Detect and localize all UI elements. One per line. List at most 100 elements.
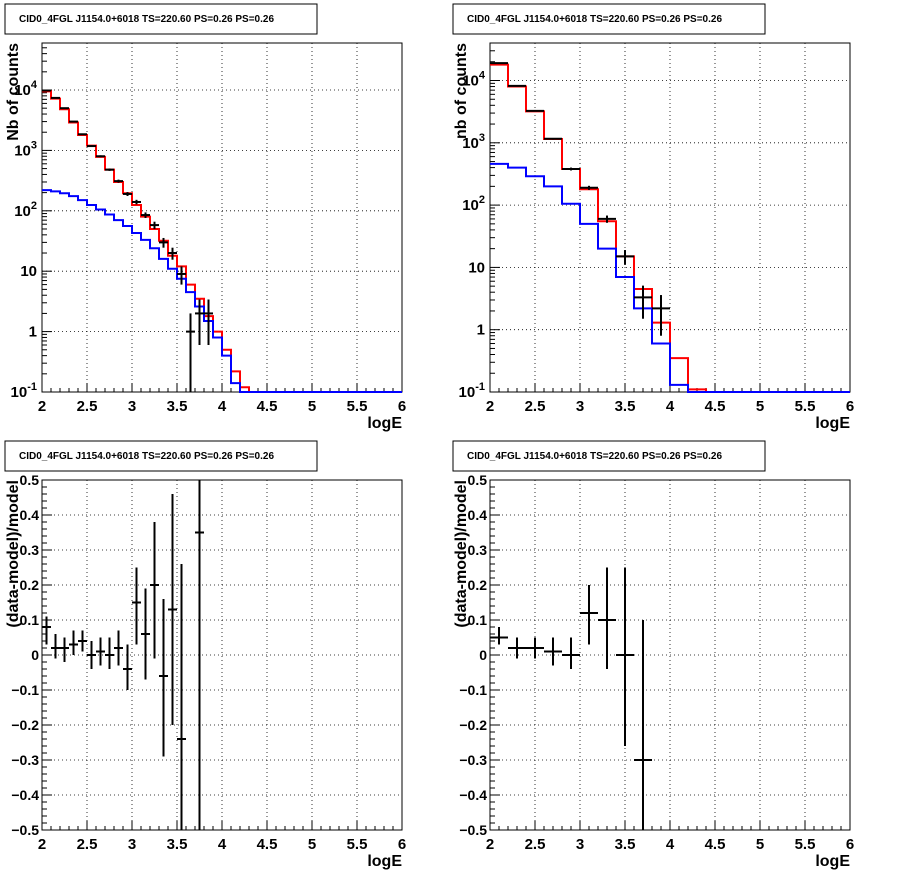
data-point: [616, 567, 634, 746]
y-tick-label: 103: [462, 132, 485, 152]
data-point: [51, 634, 60, 659]
chart-title: CID0_4FGL J1154.0+6018 TS=220.60 PS=0.26…: [467, 451, 722, 462]
y-tick-label: 0.1: [468, 612, 488, 628]
x-tick-label: 3: [576, 398, 584, 415]
x-tick-label: 3: [128, 836, 136, 853]
data-point: [87, 145, 96, 148]
x-tick-label: 2: [486, 398, 494, 415]
x-tick-label: 2.5: [77, 398, 98, 415]
data-point: [114, 630, 123, 666]
panel-1: CID0_4FGL J1154.0+6018 TS=220.60 PS=0.26…: [4, 3, 406, 432]
y-tick-label: 10-1: [459, 381, 485, 401]
data-point: [42, 616, 51, 645]
data-point: [96, 155, 105, 158]
y-tick-label: 10: [20, 263, 37, 280]
y-tick-label: −0.1: [459, 682, 487, 698]
data-point: [195, 480, 204, 830]
x-tick-label: 4: [218, 836, 227, 853]
x-tick-label: 5: [756, 836, 764, 853]
y-tick-label: 104: [14, 79, 38, 99]
x-tick-label: 4: [218, 398, 227, 415]
data-point: [150, 221, 159, 229]
chart-title-box: [452, 3, 766, 35]
data-point: [580, 585, 598, 645]
y-tick-label: −0.2: [11, 717, 39, 733]
y-tick-label: 102: [462, 194, 485, 214]
y-tick-label: 0.3: [468, 542, 488, 558]
x-tick-label: 2: [38, 836, 46, 853]
data-point: [60, 107, 69, 110]
y-tick-label: 0.3: [20, 542, 40, 558]
series-line-blue: [42, 189, 402, 393]
data-point: [562, 637, 580, 669]
x-tick-label: 4.5: [705, 398, 726, 415]
data-point: [598, 215, 616, 223]
y-tick-label: 0.1: [20, 612, 40, 628]
panel-4: CID0_4FGL J1154.0+6018 TS=220.60 PS=0.26…: [452, 440, 854, 870]
x-tick-label: 3.5: [167, 398, 188, 415]
data-point: [652, 295, 670, 336]
y-tick-label: 103: [14, 139, 37, 159]
data-point: [78, 630, 87, 652]
x-tick-label: 4.5: [705, 836, 726, 853]
x-tick-label: 2.5: [77, 836, 98, 853]
data-point: [490, 627, 508, 645]
data-point: [69, 630, 78, 655]
y-tick-label: 0.5: [20, 472, 40, 488]
data-point: [168, 494, 177, 725]
data-point: [51, 96, 60, 99]
y-tick-label: −0.4: [459, 787, 487, 803]
chart-title: CID0_4FGL J1154.0+6018 TS=220.60 PS=0.26…: [467, 14, 722, 25]
y-tick-label: 10: [468, 259, 485, 276]
data-point: [105, 637, 114, 669]
data-point: [132, 199, 141, 205]
x-tick-label: 5: [756, 398, 764, 415]
panel-3: CID0_4FGL J1154.0+6018 TS=220.60 PS=0.26…: [4, 440, 406, 870]
data-point: [141, 588, 150, 680]
data-point: [580, 185, 598, 190]
data-point: [634, 620, 652, 830]
data-point: [60, 637, 69, 662]
series-line-blue: [490, 162, 850, 393]
data-point: [69, 120, 78, 123]
x-tick-label: 5.5: [347, 836, 368, 853]
data-point: [526, 637, 544, 659]
y-tick-label: 102: [14, 200, 37, 220]
data-point: [159, 237, 168, 248]
chart-title-box: [4, 3, 318, 35]
chart-title-box: [4, 440, 318, 472]
x-tick-label: 5.5: [795, 836, 816, 853]
x-tick-label: 5.5: [795, 398, 816, 415]
y-tick-label: 0: [479, 647, 487, 663]
data-point: [508, 637, 526, 659]
y-tick-label: 0.2: [20, 577, 40, 593]
data-point: [123, 644, 132, 690]
data-point: [186, 313, 195, 392]
data-point: [177, 266, 186, 285]
x-tick-label: 4: [666, 398, 675, 415]
data-point: [204, 299, 213, 345]
y-tick-label: −0.1: [11, 682, 39, 698]
x-axis-label: logE: [367, 853, 402, 870]
data-point: [598, 567, 616, 669]
x-tick-label: 4.5: [257, 398, 278, 415]
chart-title: CID0_4FGL J1154.0+6018 TS=220.60 PS=0.26…: [19, 14, 274, 25]
data-point: [105, 168, 114, 171]
y-tick-label: 0: [31, 647, 39, 663]
y-axis-label: (data-model)/model: [453, 480, 470, 628]
y-tick-label: 1: [29, 324, 37, 341]
data-point: [132, 567, 141, 645]
x-tick-label: 6: [846, 398, 854, 415]
x-tick-label: 2.5: [525, 398, 546, 415]
data-point: [168, 247, 177, 260]
data-point: [562, 167, 580, 171]
data-point: [78, 133, 87, 136]
x-axis-label: logE: [815, 853, 850, 870]
y-tick-label: 0.2: [468, 577, 488, 593]
data-point: [42, 89, 51, 92]
y-tick-label: −0.3: [459, 752, 487, 768]
x-tick-label: 3.5: [615, 398, 636, 415]
x-tick-label: 6: [398, 836, 406, 853]
data-point: [195, 299, 204, 345]
x-tick-label: 3.5: [167, 836, 188, 853]
